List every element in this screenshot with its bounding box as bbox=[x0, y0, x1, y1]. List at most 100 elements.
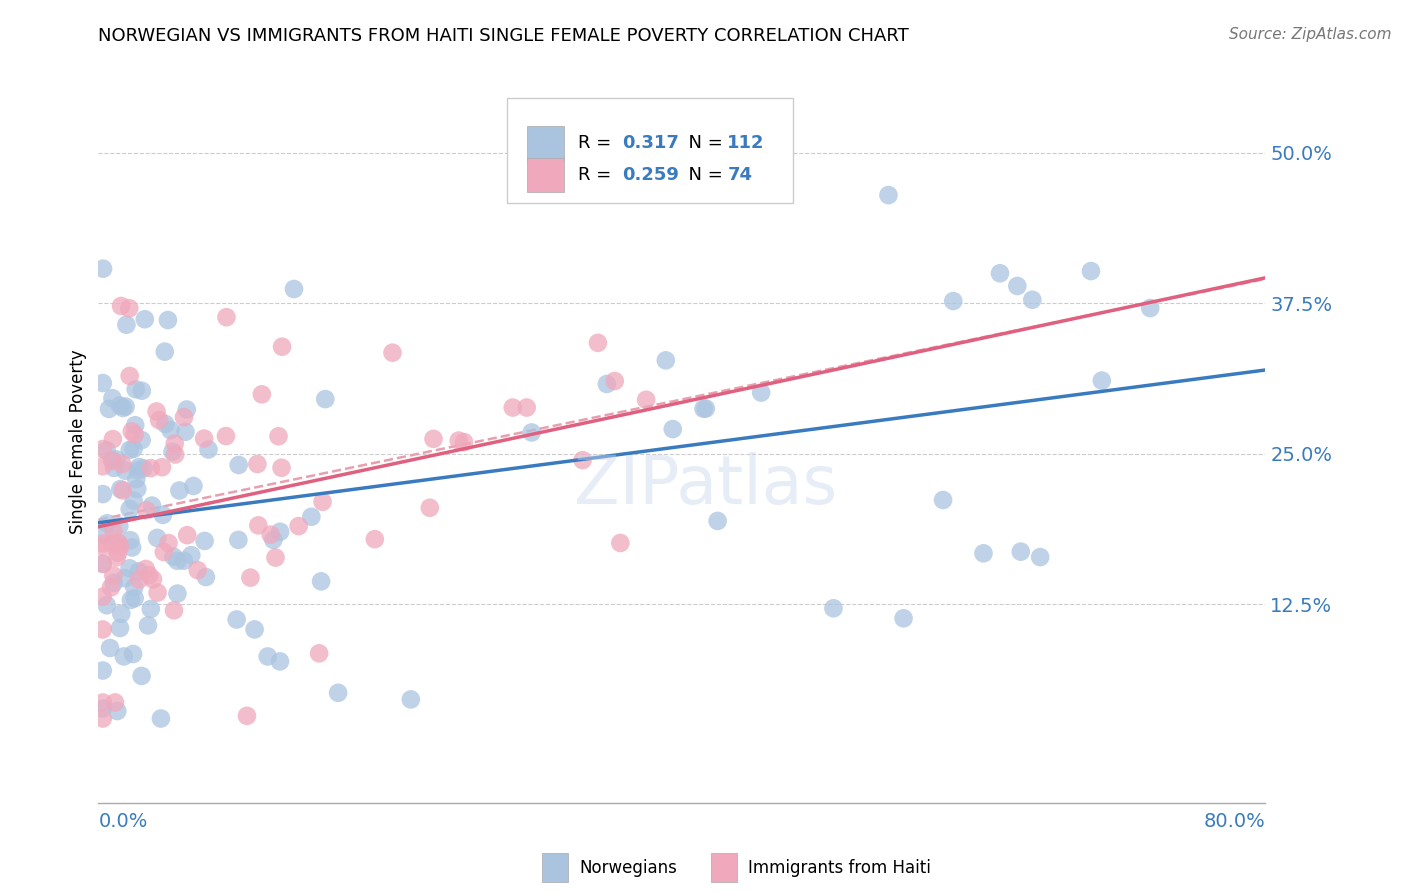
Point bbox=[108, 621, 131, 635]
Point bbox=[108, 519, 131, 533]
Point bbox=[122, 647, 145, 661]
Point bbox=[661, 422, 683, 436]
Point bbox=[122, 493, 145, 508]
Point bbox=[121, 541, 143, 555]
Point bbox=[96, 516, 118, 531]
Point bbox=[118, 368, 141, 383]
Bar bbox=[541, 854, 568, 882]
Point bbox=[111, 483, 134, 498]
Point bbox=[114, 571, 136, 585]
Point bbox=[103, 576, 125, 591]
Y-axis label: Single Female Poverty: Single Female Poverty bbox=[69, 350, 87, 533]
Point bbox=[91, 459, 114, 474]
Point bbox=[609, 536, 631, 550]
Point bbox=[893, 611, 915, 625]
Point bbox=[150, 460, 173, 475]
Point bbox=[121, 425, 143, 439]
Point bbox=[131, 433, 153, 447]
Point bbox=[162, 549, 184, 564]
Point bbox=[162, 444, 184, 458]
Point bbox=[228, 458, 250, 472]
Bar bbox=[527, 158, 564, 193]
Point bbox=[166, 554, 188, 568]
Point bbox=[120, 533, 142, 548]
Point bbox=[419, 500, 441, 515]
Point bbox=[942, 294, 965, 309]
Point bbox=[264, 550, 287, 565]
Point bbox=[215, 310, 238, 325]
Point bbox=[91, 664, 114, 678]
Point bbox=[118, 502, 141, 516]
Point bbox=[157, 536, 180, 550]
Point bbox=[124, 591, 146, 606]
Point bbox=[127, 463, 149, 477]
Point bbox=[453, 435, 475, 450]
Point bbox=[287, 519, 309, 533]
Point bbox=[283, 282, 305, 296]
Point bbox=[193, 432, 215, 446]
Point bbox=[108, 399, 131, 413]
Point bbox=[125, 382, 148, 396]
Point bbox=[115, 318, 138, 332]
Point bbox=[823, 601, 845, 615]
Point bbox=[132, 461, 155, 475]
Point bbox=[215, 429, 238, 443]
Point bbox=[314, 392, 336, 406]
Point bbox=[1029, 550, 1052, 565]
Text: ZIPatlas: ZIPatlas bbox=[574, 452, 837, 518]
Bar bbox=[711, 854, 737, 882]
Text: NORWEGIAN VS IMMIGRANTS FROM HAITI SINGLE FEMALE POVERTY CORRELATION CHART: NORWEGIAN VS IMMIGRANTS FROM HAITI SINGL… bbox=[98, 27, 910, 45]
Point bbox=[91, 712, 114, 726]
Point bbox=[142, 572, 165, 586]
Point bbox=[91, 590, 114, 604]
Point bbox=[101, 432, 124, 446]
Point bbox=[225, 613, 247, 627]
Point bbox=[149, 712, 172, 726]
Point bbox=[91, 536, 114, 550]
Point bbox=[194, 533, 217, 548]
Point bbox=[381, 345, 404, 359]
Point bbox=[105, 704, 128, 718]
Point bbox=[173, 554, 195, 568]
Point bbox=[114, 464, 136, 478]
Bar bbox=[527, 126, 564, 161]
Point bbox=[114, 400, 136, 414]
Point bbox=[169, 483, 191, 498]
Point bbox=[152, 545, 174, 559]
Point bbox=[246, 457, 269, 471]
Point bbox=[136, 618, 159, 632]
Point bbox=[91, 696, 114, 710]
Point bbox=[91, 557, 114, 571]
Text: 74: 74 bbox=[727, 166, 752, 184]
Text: 112: 112 bbox=[727, 134, 765, 152]
Text: 0.0%: 0.0% bbox=[98, 813, 148, 831]
Point bbox=[180, 548, 202, 562]
Point bbox=[399, 692, 422, 706]
Point bbox=[101, 454, 124, 468]
Text: R =: R = bbox=[578, 166, 617, 184]
Point bbox=[877, 188, 900, 202]
Point bbox=[194, 570, 217, 584]
Point bbox=[118, 561, 141, 575]
Text: Immigrants from Haiti: Immigrants from Haiti bbox=[748, 859, 931, 877]
Point bbox=[91, 623, 114, 637]
Point bbox=[972, 546, 994, 560]
Point bbox=[260, 527, 283, 541]
Text: 80.0%: 80.0% bbox=[1204, 813, 1265, 831]
Point bbox=[103, 461, 125, 475]
Point bbox=[256, 649, 278, 664]
Text: N =: N = bbox=[678, 166, 728, 184]
Point bbox=[932, 493, 955, 508]
Point bbox=[176, 528, 198, 542]
Text: R =: R = bbox=[578, 134, 617, 152]
Point bbox=[422, 432, 444, 446]
Point bbox=[134, 312, 156, 326]
Point bbox=[107, 536, 129, 550]
Point bbox=[93, 528, 115, 542]
Point bbox=[364, 532, 387, 546]
Point bbox=[124, 427, 146, 442]
Point bbox=[236, 709, 259, 723]
Point bbox=[91, 557, 114, 571]
Text: 0.259: 0.259 bbox=[623, 166, 679, 184]
Point bbox=[91, 540, 114, 554]
